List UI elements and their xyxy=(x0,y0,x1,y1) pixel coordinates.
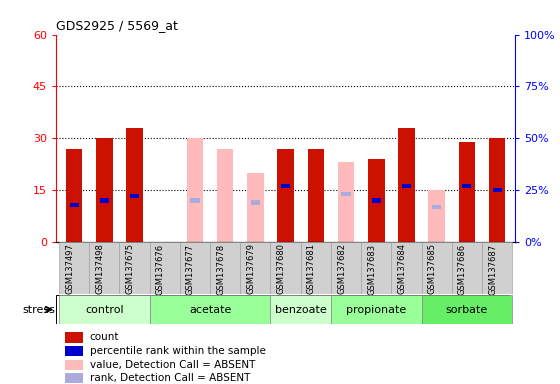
Bar xyxy=(66,149,82,242)
Bar xyxy=(482,242,512,294)
Bar xyxy=(422,295,512,324)
Bar xyxy=(331,242,361,294)
Bar xyxy=(65,373,83,384)
Bar xyxy=(432,205,441,209)
Text: value, Detection Call = ABSENT: value, Detection Call = ABSENT xyxy=(90,360,255,370)
Text: count: count xyxy=(90,333,119,343)
Bar xyxy=(180,242,210,294)
Text: GSM137675: GSM137675 xyxy=(125,243,134,295)
Text: GSM137686: GSM137686 xyxy=(458,243,467,295)
Bar xyxy=(459,142,475,242)
Bar xyxy=(428,190,445,242)
Bar xyxy=(89,242,119,294)
Bar xyxy=(422,242,452,294)
Bar xyxy=(59,242,89,294)
Text: GSM137680: GSM137680 xyxy=(277,243,286,295)
Bar xyxy=(398,128,415,242)
Bar xyxy=(210,242,240,294)
Text: GSM137497: GSM137497 xyxy=(65,243,74,295)
Text: GDS2925 / 5569_at: GDS2925 / 5569_at xyxy=(56,19,178,32)
Bar xyxy=(217,149,234,242)
Text: GSM137683: GSM137683 xyxy=(367,243,376,295)
Bar xyxy=(69,202,78,207)
Bar xyxy=(307,149,324,242)
Text: GSM137498: GSM137498 xyxy=(95,243,104,295)
Bar xyxy=(402,184,411,188)
Bar xyxy=(338,162,354,242)
Bar xyxy=(331,295,422,324)
Bar xyxy=(190,199,199,202)
Bar xyxy=(150,242,180,294)
Text: GSM137685: GSM137685 xyxy=(428,243,437,295)
Bar xyxy=(96,138,113,242)
Text: GSM137681: GSM137681 xyxy=(307,243,316,295)
Bar xyxy=(119,242,150,294)
Bar xyxy=(251,200,260,205)
Bar xyxy=(150,295,270,324)
Bar xyxy=(452,242,482,294)
Bar xyxy=(342,192,351,196)
Text: percentile rank within the sample: percentile rank within the sample xyxy=(90,346,265,356)
Text: GSM137678: GSM137678 xyxy=(216,243,225,295)
Bar xyxy=(368,159,385,242)
Bar xyxy=(126,128,143,242)
Bar xyxy=(361,242,391,294)
Text: GSM137687: GSM137687 xyxy=(488,243,497,295)
Bar xyxy=(247,173,264,242)
Text: sorbate: sorbate xyxy=(446,305,488,314)
Bar xyxy=(186,138,203,242)
Bar xyxy=(463,184,472,188)
Bar xyxy=(100,199,109,202)
Text: GSM137677: GSM137677 xyxy=(186,243,195,295)
Text: benzoate: benzoate xyxy=(275,305,326,314)
Bar xyxy=(65,346,83,356)
Text: control: control xyxy=(85,305,124,314)
Bar xyxy=(270,242,301,294)
Bar xyxy=(281,184,290,188)
Bar xyxy=(270,295,331,324)
Text: stress: stress xyxy=(22,305,55,314)
Bar xyxy=(65,332,83,343)
Text: GSM137676: GSM137676 xyxy=(156,243,165,295)
Bar xyxy=(493,188,502,192)
Text: GSM137679: GSM137679 xyxy=(246,243,255,295)
Bar xyxy=(301,242,331,294)
Bar xyxy=(130,194,139,199)
Text: rank, Detection Call = ABSENT: rank, Detection Call = ABSENT xyxy=(90,373,250,383)
Bar xyxy=(372,199,381,202)
Text: propionate: propionate xyxy=(346,305,407,314)
Bar xyxy=(65,359,83,370)
Text: GSM137684: GSM137684 xyxy=(398,243,407,295)
Bar xyxy=(489,138,505,242)
Bar xyxy=(391,242,422,294)
Bar xyxy=(59,295,150,324)
Text: GSM137682: GSM137682 xyxy=(337,243,346,295)
Bar xyxy=(240,242,270,294)
Bar xyxy=(277,149,294,242)
Text: acetate: acetate xyxy=(189,305,231,314)
